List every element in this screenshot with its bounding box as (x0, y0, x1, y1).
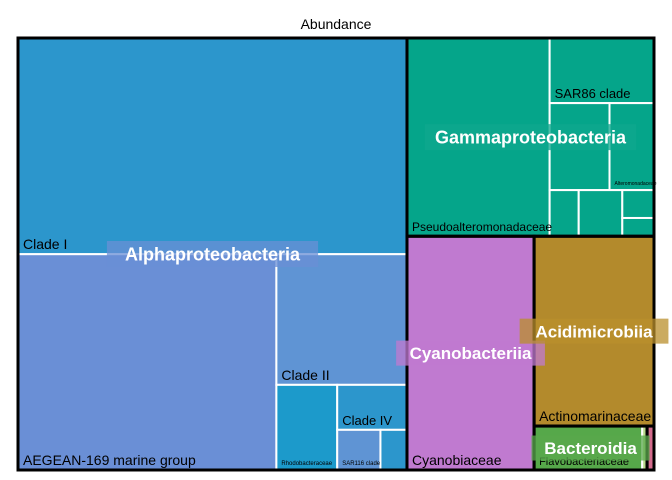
label-layer: Clade I AEGEAN-169 marine group Clade II Rh… (23, 86, 669, 468)
group-label-bg-gammaproteobacteria (424, 124, 637, 151)
group-label-cyanobacteriia: Cyanobacteriia (410, 344, 532, 363)
leaf-label-clade-i: Clade I (23, 236, 67, 252)
leaf-label-clade-ii: Clade II (281, 367, 329, 383)
leaf-gammaproteobacteria-cell-7 (621, 216, 656, 238)
leaf-label-sar86-clade: SAR86 clade (555, 86, 631, 101)
leaf-gammaproteobacteria-cell-4 (548, 189, 580, 238)
leaf-label-alteromonadaceae: Alteromonadaceae (615, 181, 657, 187)
chart-title: Abundance (301, 16, 372, 32)
leaf-gammaproteobacteria-cell-6 (621, 189, 656, 219)
leaf-label-actinomarinaceae: Actinomarinaceae (539, 408, 651, 424)
leaf-label-clade-iv: Clade IV (342, 413, 392, 428)
leaf-alphaproteobacteria-cell-6 (379, 428, 408, 471)
leaf-label-pseudoalteromonadaceae: Pseudoalteromonadaceae (412, 220, 552, 234)
leaf-label-sar116-clade: SAR116 clade (342, 461, 381, 467)
leaf-gammaproteobacteria-cell-5 (577, 189, 624, 238)
leaf-label-cyanobiaceae: Cyanobiaceae (412, 452, 502, 468)
leaf-aegean-169-marine-group (17, 253, 278, 471)
group-label-gammaproteobacteria: Gammaproteobacteria (435, 128, 627, 148)
group-label-bg-bacteroidia (531, 435, 650, 461)
group-label-bg-cyanobacteriia (396, 340, 545, 366)
group-label-bg-alphaproteobacteria (106, 241, 319, 267)
leaf-rhodobacteraceae (275, 383, 339, 472)
group-label-bg-acidimicrobiia (519, 318, 669, 344)
leaf-layer (17, 37, 656, 472)
leaf-clade-ii (275, 253, 408, 386)
leaf-label-rhodobacteraceae: Rhodobacteraceae (281, 461, 332, 467)
leaf-clade-i (17, 37, 408, 256)
group-label-alphaproteobacteria: Alphaproteobacteria (125, 244, 301, 264)
group-label-acidimicrobiia: Acidimicrobiia (535, 322, 653, 341)
leaf-label-aegean-169-marine-group: AEGEAN-169 marine group (23, 452, 196, 468)
group-label-bacteroidia: Bacteroidia (544, 439, 637, 458)
